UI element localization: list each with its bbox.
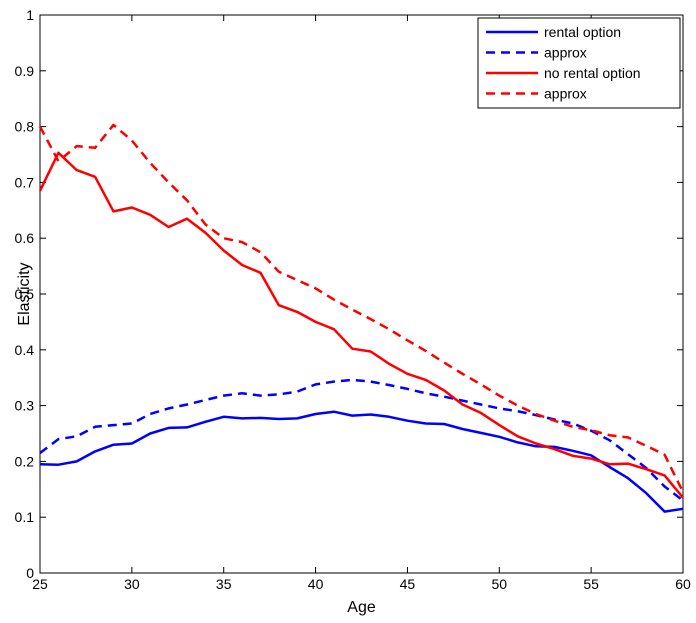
x-tick-label: 35 (216, 576, 232, 592)
legend: rental option approx no rental option appro… (477, 17, 681, 109)
y-tick-label: 0.6 (15, 230, 35, 246)
legend-entry: approx (544, 45, 587, 61)
x-axis-label: Age (347, 599, 376, 616)
x-tick-label: 30 (124, 576, 140, 592)
y-tick-label: 0 (26, 565, 34, 581)
y-tick-label: 0.9 (15, 63, 35, 79)
legend-entry: approx (544, 86, 587, 102)
y-tick-label: 0.5 (15, 286, 35, 302)
series-line-0 (39, 410, 684, 513)
y-tick-label: 1 (26, 7, 34, 23)
x-tick-label: 45 (400, 576, 416, 592)
series-line-3 (38, 123, 685, 493)
y-tick-label: 0.2 (15, 453, 35, 469)
y-axis-label: Elasticity (16, 262, 33, 325)
series-line-1 (39, 378, 684, 502)
legend-entry: rental option (544, 24, 621, 40)
y-tick-label: 0.8 (15, 119, 35, 135)
legend-entry: no rental option (544, 65, 641, 81)
series-layer (38, 123, 685, 513)
y-tick-label: 0.4 (15, 342, 35, 358)
x-tick-label: 40 (308, 576, 324, 592)
series-line-2 (38, 151, 684, 499)
axis-ticks: 25 30 35 40 45 50 55 60 0 0.1 0.2 0.3 0.4 0.5 0.6 0.7 0.… (15, 7, 691, 592)
x-tick-label: 25 (32, 576, 48, 592)
x-tick-label: 60 (675, 576, 691, 592)
y-tick-label: 0.7 (15, 174, 35, 190)
y-tick-label: 0.3 (15, 398, 35, 414)
y-tick-label: 0.1 (15, 509, 35, 525)
x-tick-label: 55 (583, 576, 599, 592)
x-tick-label: 50 (491, 576, 507, 592)
